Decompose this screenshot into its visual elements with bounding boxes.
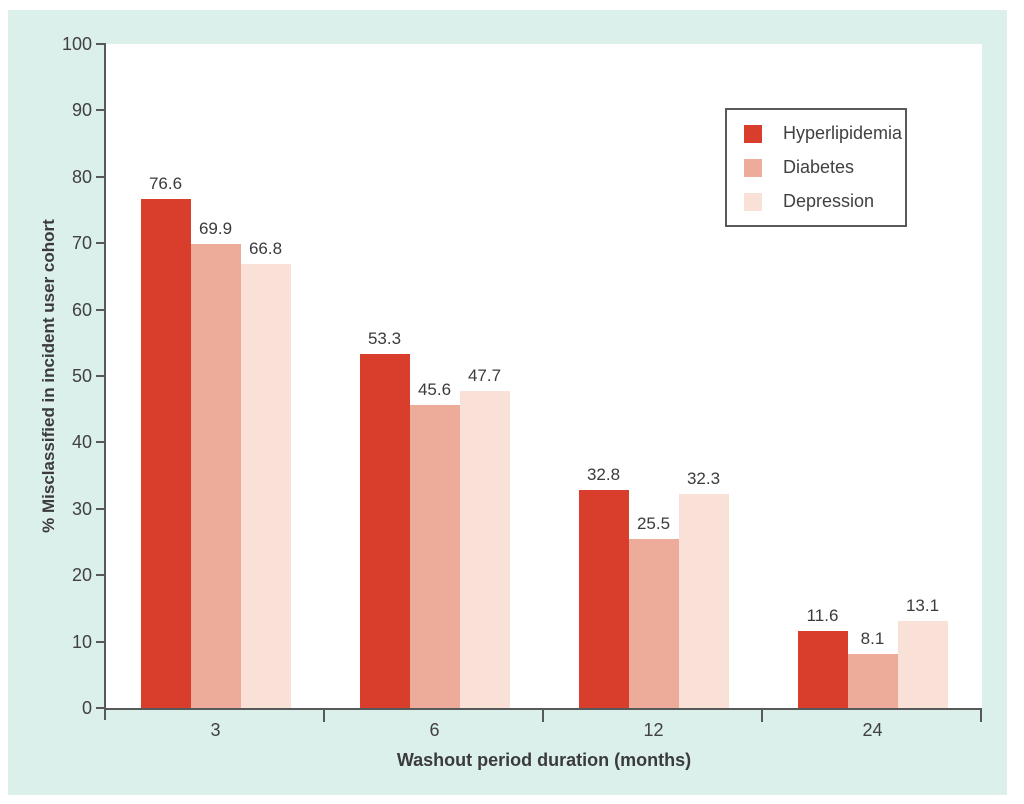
bar-value-label: 32.8 <box>586 465 621 484</box>
y-axis-tick <box>96 441 106 444</box>
y-axis-tick-label: 30 <box>71 498 92 519</box>
x-axis-tick <box>323 708 325 722</box>
bar-value-label: 69.9 <box>198 219 233 238</box>
bar-value-label: 32.3 <box>686 469 721 488</box>
y-axis-tick-label: 80 <box>71 166 92 187</box>
legend-swatch-icon <box>744 158 762 177</box>
y-axis-tick-label: 70 <box>71 233 92 254</box>
bar-diabetes-12 <box>628 539 679 708</box>
x-axis-category-label: 12 <box>643 720 664 740</box>
bar-depression-6 <box>459 391 510 708</box>
y-axis-tick <box>96 175 106 178</box>
x-axis-category-label: 24 <box>862 720 883 740</box>
y-axis-tick-label: 40 <box>71 432 92 453</box>
bar-value-label: 45.6 <box>417 380 452 399</box>
bar-value-label: 25.5 <box>636 514 671 533</box>
x-axis-tick <box>542 708 544 722</box>
x-axis-category-label: 3 <box>210 720 221 740</box>
y-axis-tick <box>96 375 106 377</box>
y-axis-tick <box>96 507 106 510</box>
y-axis-tick <box>96 308 106 311</box>
bar-diabetes-3 <box>190 244 241 708</box>
legend-item-hyperlipidemia: Hyperlipidemia <box>727 123 905 144</box>
bar-depression-24 <box>897 621 948 708</box>
bar-hyperlipidemia-24 <box>797 631 848 708</box>
y-axis-tick-label: 50 <box>71 366 92 386</box>
bar-value-label: 66.8 <box>248 239 283 258</box>
legend-swatch-icon <box>744 124 762 143</box>
y-axis-tick <box>96 109 106 112</box>
y-axis-tick-label: 0 <box>81 698 92 718</box>
bar-depression-12 <box>678 494 729 708</box>
x-axis-tick <box>761 708 763 722</box>
y-axis-tick <box>96 242 106 245</box>
legend-label: Hyperlipidemia <box>783 123 903 143</box>
y-axis-title: % Misclassified in incident user cohort <box>39 219 58 533</box>
x-axis-title: Washout period duration (months) <box>396 750 692 770</box>
y-axis-tick-label: 90 <box>71 100 92 121</box>
x-axis-tick <box>980 708 982 722</box>
legend-label: Diabetes <box>783 157 855 177</box>
x-axis-category-label: 6 <box>429 720 440 740</box>
bar-diabetes-6 <box>409 405 460 708</box>
y-axis-tick-label: 60 <box>71 299 92 320</box>
bar-hyperlipidemia-12 <box>578 490 629 708</box>
bar-value-label: 53.3 <box>367 329 402 348</box>
x-axis-line <box>104 708 982 710</box>
legend-item-diabetes: Diabetes <box>727 157 905 178</box>
legend-label: Depression <box>783 191 875 211</box>
y-axis-tick <box>96 574 106 577</box>
y-axis-tick-label: 20 <box>71 565 92 586</box>
y-axis-tick-label: 100 <box>61 34 92 54</box>
y-axis-tick <box>96 640 106 643</box>
y-axis-tick-label: 10 <box>71 631 92 652</box>
bar-diabetes-24 <box>847 654 898 708</box>
bar-value-label: 11.6 <box>806 606 839 625</box>
bar-hyperlipidemia-6 <box>359 354 410 708</box>
bar-value-label: 76.6 <box>148 174 183 193</box>
legend-swatch-icon <box>744 192 762 211</box>
bar-value-label: 8.1 <box>860 629 885 648</box>
y-axis-line <box>104 44 106 720</box>
y-axis-tick <box>96 707 106 709</box>
bar-depression-3 <box>240 264 291 708</box>
bar-value-label: 13.1 <box>905 596 940 615</box>
legend-item-depression: Depression <box>727 191 905 212</box>
y-axis-tick <box>96 43 106 45</box>
bar-value-label: 47.7 <box>467 366 502 385</box>
bar-hyperlipidemia-3 <box>140 199 191 708</box>
legend: Hyperlipidemia Diabetes Depression <box>725 108 907 227</box>
